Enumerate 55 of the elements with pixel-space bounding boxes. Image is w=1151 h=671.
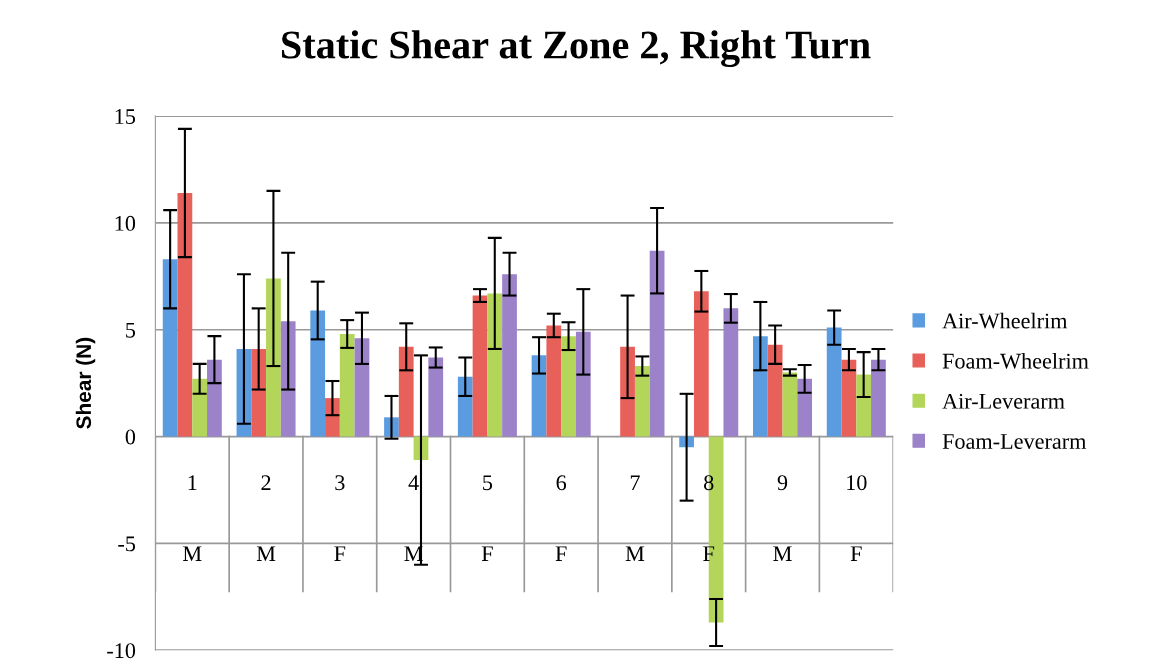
y-tick-label: 5 bbox=[126, 322, 136, 338]
bar bbox=[192, 378, 208, 437]
bar bbox=[871, 359, 886, 437]
bar bbox=[457, 376, 473, 437]
bar bbox=[841, 359, 857, 437]
bar bbox=[575, 331, 591, 437]
category-label: 9 M bbox=[773, 475, 792, 561]
bar bbox=[797, 378, 813, 437]
bar bbox=[472, 295, 488, 437]
bar bbox=[634, 366, 650, 437]
bar bbox=[487, 293, 503, 437]
y-tick-label: 15 bbox=[115, 109, 136, 125]
bar bbox=[428, 357, 444, 437]
category-label: 1 M bbox=[183, 475, 202, 561]
y-tick-label: -5 bbox=[118, 536, 136, 552]
bar bbox=[546, 325, 562, 437]
y-tick-label: -10 bbox=[107, 643, 136, 659]
bar bbox=[502, 274, 517, 437]
bar bbox=[782, 372, 798, 437]
y-axis-title: Shear (N) bbox=[75, 337, 96, 429]
category-label: 2 M bbox=[256, 475, 276, 561]
bar bbox=[620, 346, 635, 437]
bar bbox=[354, 338, 370, 437]
bar bbox=[767, 344, 783, 437]
bar bbox=[856, 374, 872, 437]
bar bbox=[162, 259, 178, 437]
category-label: 5 F bbox=[481, 475, 493, 561]
chart-title: Static Shear at Zone 2, Right Turn bbox=[282, 30, 871, 68]
bar bbox=[207, 359, 222, 437]
bar bbox=[280, 321, 296, 437]
bar bbox=[398, 346, 414, 437]
category-label: 7 M bbox=[625, 475, 645, 561]
category-label: 6 F bbox=[555, 475, 567, 561]
bar bbox=[561, 336, 576, 437]
category-label: 8 F bbox=[703, 475, 715, 561]
legend-label: Foam-Leverarm bbox=[942, 434, 1087, 449]
legend-label: Air-Leverarm bbox=[942, 393, 1065, 409]
category-label: 3 F bbox=[334, 475, 346, 561]
bar bbox=[266, 278, 281, 437]
bar bbox=[753, 336, 768, 437]
category-label: 10 F bbox=[847, 475, 867, 561]
legend-label: Foam-Wheelrim bbox=[942, 352, 1089, 369]
bar bbox=[339, 334, 355, 437]
bar bbox=[531, 355, 547, 437]
bar bbox=[251, 348, 267, 437]
legend-label: Air-Wheelrim bbox=[942, 312, 1068, 329]
bar bbox=[310, 310, 326, 437]
y-tick-label: 10 bbox=[115, 215, 136, 231]
bar bbox=[723, 308, 739, 437]
bar bbox=[826, 327, 842, 437]
bar bbox=[649, 250, 665, 437]
bar bbox=[325, 398, 340, 437]
y-tick-label: 0 bbox=[125, 429, 136, 445]
bar bbox=[177, 193, 193, 437]
bar bbox=[693, 291, 709, 437]
